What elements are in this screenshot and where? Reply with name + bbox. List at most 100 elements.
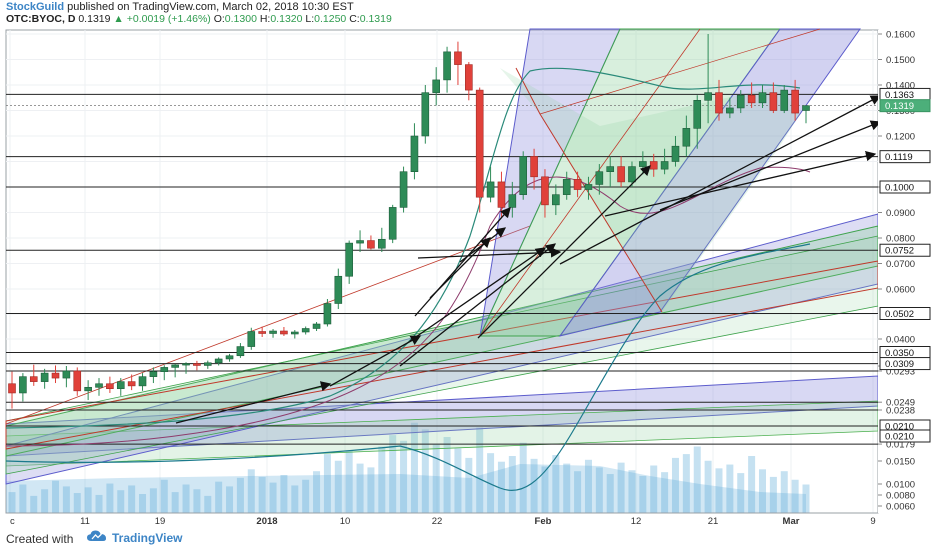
volume-bar: [802, 484, 810, 513]
volume-bar: [400, 440, 408, 513]
candle-body: [171, 364, 179, 368]
time-axis[interactable]: c 11 19 2018 10 22 Feb 12 21 Mar 9: [6, 512, 878, 526]
volume-bar: [595, 467, 603, 513]
price-change: +0.0019 (+1.46%): [126, 13, 211, 25]
candle-body: [769, 92, 778, 111]
candle-body: [660, 161, 669, 170]
candlesticks: [8, 34, 810, 409]
candle-body: [367, 240, 375, 249]
volume-bar: [606, 474, 614, 513]
candle-body: [399, 171, 408, 208]
volume-bar: [84, 487, 92, 513]
candle-body: [323, 303, 332, 325]
price-tick-label: 0.0080: [886, 491, 915, 502]
volume-bar: [62, 486, 70, 513]
green-cloud: [500, 68, 800, 312]
volume-bar: [650, 465, 658, 513]
projection-arrow: [604, 150, 877, 217]
candle-body: [138, 376, 147, 387]
candle-body: [95, 383, 103, 388]
candle-body: [758, 92, 767, 104]
volume-bar: [204, 495, 212, 513]
volume-bar: [269, 482, 277, 513]
volume-bar: [356, 463, 364, 513]
candle-body: [193, 363, 201, 366]
open-value: 0.1300: [224, 13, 257, 25]
volume-bar: [574, 471, 582, 513]
price-level-tag: [879, 180, 931, 194]
volume-bar: [106, 483, 114, 513]
lower-band: [5, 243, 811, 492]
volume-bar: [508, 456, 516, 513]
candle-body: [214, 358, 223, 364]
price-level-label: 0.0210: [885, 432, 914, 443]
volume-bar: [302, 479, 310, 513]
candle-body: [704, 92, 712, 101]
candle-body: [432, 79, 440, 93]
symbol-label[interactable]: OTC:BYOC, D: [6, 13, 76, 25]
candle-body: [497, 181, 506, 208]
volume-bar: [345, 450, 353, 513]
volume-bar: [334, 460, 342, 513]
candle-body: [715, 92, 723, 114]
candle-body: [301, 328, 310, 333]
volume-bar: [389, 435, 397, 513]
candle-body: [225, 355, 234, 360]
volume-bar: [182, 484, 190, 513]
price-tick-label: 0.0238: [886, 406, 915, 417]
price-level-tag: [879, 307, 931, 320]
volume-bar: [617, 462, 625, 513]
candle-body: [454, 51, 462, 65]
volume-bar: [323, 454, 331, 513]
candle-body: [780, 89, 789, 111]
price-level-label: 0.0309: [885, 359, 914, 370]
candle-body: [465, 64, 473, 91]
author-name[interactable]: StockGuild: [6, 1, 65, 13]
projection-arrow: [477, 165, 651, 339]
price-tick-label: 0.0150: [886, 457, 915, 468]
volume-bar: [313, 471, 321, 513]
projection-arrow: [399, 243, 557, 367]
low-label: L:: [305, 13, 315, 25]
candle-body: [106, 383, 114, 390]
price-level-tag: [879, 99, 931, 113]
volume-bar: [563, 463, 571, 513]
volume-bar: [117, 490, 125, 513]
volume-bar: [487, 453, 495, 513]
volume-bar: [541, 466, 549, 513]
volume-bar: [247, 469, 255, 513]
candle-body: [19, 376, 27, 394]
candle-body: [519, 156, 528, 195]
tradingview-logo-icon: [87, 530, 107, 541]
red-fan-line: [5, 225, 531, 425]
price-tick-label: 0.0800: [886, 234, 915, 245]
volume-bar: [584, 459, 592, 513]
time-tick-label: 2018: [256, 516, 277, 526]
candle-body: [312, 323, 321, 329]
candle-body: [247, 331, 256, 347]
volume-bar: [791, 479, 799, 513]
price-axis[interactable]: 0.16000.15000.14000.13000.12000.10000.09…: [878, 30, 932, 514]
volume-bar: [628, 470, 636, 513]
volume-bar: [476, 427, 484, 513]
candle-body: [747, 94, 756, 104]
time-tick-label: 11: [80, 516, 90, 526]
candle-body: [671, 145, 680, 162]
candle-body: [562, 179, 571, 195]
volume-bar: [432, 444, 440, 513]
candle-body: [127, 381, 136, 387]
high-value: 0.1320: [270, 13, 303, 25]
volume-bar: [530, 458, 538, 513]
projection-arrow: [329, 335, 422, 387]
red-zigzag-ext: [539, 28, 821, 115]
volume-ma-area: [6, 464, 806, 513]
candle-body: [791, 89, 799, 114]
time-tick-label: c: [10, 516, 15, 526]
tradingview-brand[interactable]: TradingView: [112, 531, 183, 545]
price-chart[interactable]: 0.16000.15000.14000.13000.12000.10000.09…: [0, 26, 932, 526]
time-tick-label: 9: [870, 516, 875, 526]
close-label: C:: [349, 13, 360, 25]
candle-body: [475, 89, 484, 198]
candle-body: [73, 370, 82, 392]
price-level-tag: [879, 243, 931, 257]
